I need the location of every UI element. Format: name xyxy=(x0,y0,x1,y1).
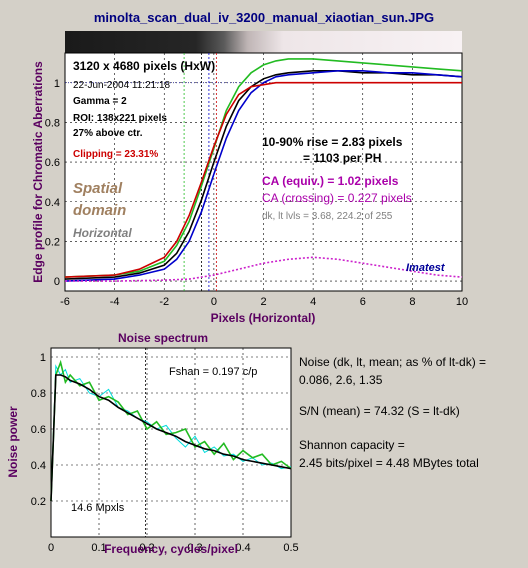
rise-distance: 10-90% rise = 2.83 pixels xyxy=(262,135,403,149)
spatial-label: Spatial xyxy=(73,180,123,197)
edge-ticks: -6 -4 -2 0 2 4 6 8 10 0 0.2 0.4 0.6 0.8 1 xyxy=(45,78,468,308)
dark-light-levels: dk, lt lvls = 3.68, 224.2 of 255 xyxy=(262,211,393,222)
noise-grid xyxy=(50,348,292,537)
noise-series xyxy=(50,348,292,537)
megapixels: 14.6 Mpxls xyxy=(71,502,125,514)
edge-x-tick-label: 8 xyxy=(409,296,415,308)
noise-x-axis-label: Frequency, cycles/pixel xyxy=(104,542,238,556)
edge-x-tick-label: -6 xyxy=(60,296,70,308)
ca-equivalent: CA (equiv.) = 1.02 pixels xyxy=(262,174,399,188)
edge-plot-area xyxy=(64,52,463,292)
noise-y-tick-label: 0.4 xyxy=(31,460,46,472)
noise-plot-area xyxy=(50,347,292,538)
signal-to-noise: S/N (mean) = 74.32 (S = lt-dk) xyxy=(299,404,460,418)
edge-x-tick-label: 10 xyxy=(456,296,468,308)
edge-series xyxy=(64,53,463,291)
edge-series-green xyxy=(64,58,463,278)
edge-y-tick-label: 0.6 xyxy=(45,157,60,169)
rise-per-ph: = 1103 per PH xyxy=(303,151,381,165)
noise-y-tick-label: 1 xyxy=(40,352,46,364)
capture-date: 22-Jun-2004 11:21:18 xyxy=(73,80,171,91)
noise-series-black xyxy=(50,374,292,502)
gamma-value: Gamma = 2 xyxy=(73,96,127,107)
edge-y-tick-label: 1 xyxy=(54,78,60,90)
imatest-brand: Imatest xyxy=(406,262,446,274)
noise-x-tick-label: 0.5 xyxy=(283,542,298,554)
noise-stats-values: 0.086, 2.6, 1.35 xyxy=(299,373,383,387)
noise-x-tick-label: 0.1 xyxy=(91,542,106,554)
edge-y-axis-label: Edge profile for Chromatic Aberrations xyxy=(31,61,45,283)
edge-image-strip xyxy=(65,31,462,53)
roi-position: 27% above ctr. xyxy=(73,128,143,139)
noise-x-tick-label: 0.3 xyxy=(187,542,202,554)
domain-label: domain xyxy=(73,202,126,219)
edge-x-tick-label: 0 xyxy=(211,296,217,308)
noise-stats-header: Noise (dk, lt, mean; as % of lt-dk) = xyxy=(299,355,486,369)
edge-y-tick-label: 0.2 xyxy=(45,236,60,248)
edge-y-tick-label: 0.8 xyxy=(45,117,60,129)
noise-y-axis-label: Noise power xyxy=(6,406,20,478)
noise-x-tick-label: 0 xyxy=(48,542,54,554)
image-dimensions: 3120 x 4680 pixels (HxW) xyxy=(73,59,215,73)
shannon-capacity-value: 2.45 bits/pixel = 4.48 MBytes total xyxy=(299,456,479,470)
edge-x-tick-label: -4 xyxy=(110,296,120,308)
edge-x-tick-label: 2 xyxy=(260,296,266,308)
noise-x-tick-label: 0.2 xyxy=(139,542,154,554)
shannon-frequency: Fshan = 0.197 c/p xyxy=(169,366,257,378)
edge-series-blue xyxy=(64,70,463,282)
shannon-capacity-label: Shannon capacity = xyxy=(299,438,405,452)
noise-y-tick-label: 0.6 xyxy=(31,424,46,436)
noise-series-green xyxy=(50,359,292,502)
edge-x-tick-label: 6 xyxy=(360,296,366,308)
noise-y-tick-label: 0.2 xyxy=(31,496,46,508)
direction-label: Horizontal xyxy=(73,226,132,240)
roi-size: ROI: 138x221 pixels xyxy=(73,113,167,124)
edge-y-tick-label: 0.4 xyxy=(45,197,60,209)
ca-crossing: CA (crossing) = 0.227 pixels xyxy=(262,191,412,205)
edge-x-axis-label: Pixels (Horizontal) xyxy=(211,311,316,325)
report-title: minolta_scan_dual_iv_3200_manual_xiaotia… xyxy=(94,10,434,25)
edge-y-tick-label: 0 xyxy=(54,276,60,288)
clipping-value: Clipping = 23.31% xyxy=(73,149,158,160)
edge-series-magenta xyxy=(65,256,463,282)
edge-x-tick-label: 4 xyxy=(310,296,316,308)
noise-title: Noise spectrum xyxy=(118,331,208,345)
edge-x-tick-label: -2 xyxy=(159,296,169,308)
noise-ticks: 0 0.1 0.2 0.3 0.4 0.5 0.2 0.4 0.6 0.8 1 xyxy=(31,352,299,554)
edge-series-red xyxy=(64,81,462,278)
noise-x-tick-label: 0.4 xyxy=(235,542,250,554)
noise-y-tick-label: 0.8 xyxy=(31,388,46,400)
